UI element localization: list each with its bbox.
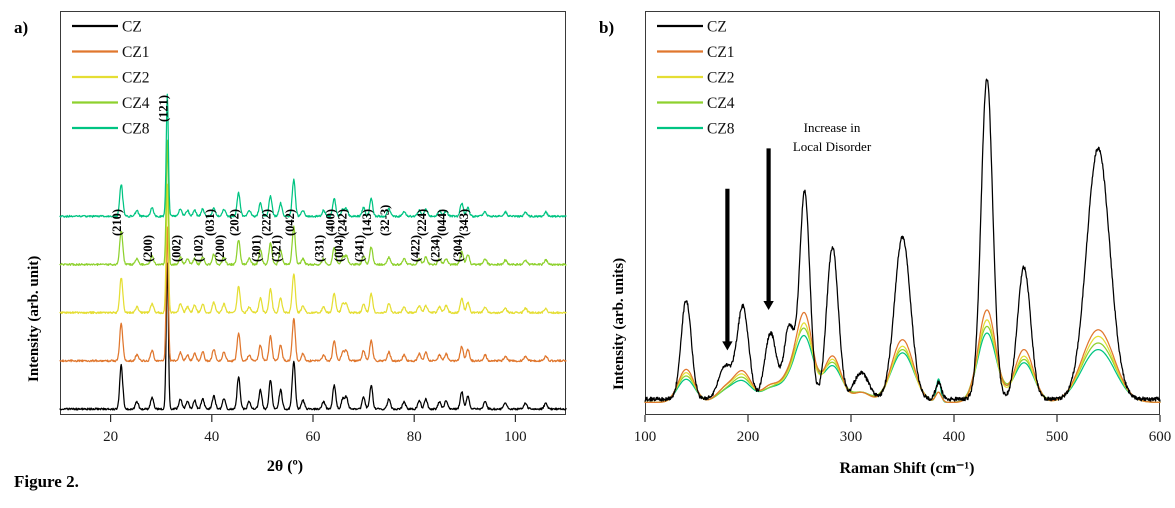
raman-trace-CZ8 bbox=[644, 332, 1161, 404]
panel-b-plot-frame bbox=[645, 11, 1160, 415]
xrd-peak-label: (102) bbox=[192, 235, 206, 262]
xrd-peak-label: (121) bbox=[156, 95, 170, 122]
legend-label-CZ4: CZ4 bbox=[122, 95, 150, 112]
xrd-trace-CZ1 bbox=[59, 226, 567, 363]
panel-a-xtick: 60 bbox=[306, 429, 321, 445]
disorder-annotation-line2: Local Disorder bbox=[793, 139, 872, 154]
raman-trace-CZ4 bbox=[644, 325, 1161, 404]
xrd-peak-label: (222) bbox=[260, 209, 274, 236]
panel-a-xtick: 80 bbox=[407, 429, 422, 445]
xrd-peak-label: (321) bbox=[270, 235, 284, 262]
xrd-peak-label: (422) bbox=[408, 235, 422, 262]
legend-label-CZ8: CZ8 bbox=[122, 121, 150, 138]
disorder-arrow-2 bbox=[763, 148, 774, 310]
disorder-arrow-1 bbox=[722, 188, 733, 351]
raman-trace-CZ2 bbox=[644, 319, 1161, 404]
legend-label-CZ1: CZ1 bbox=[122, 44, 150, 61]
xrd-trace-CZ bbox=[59, 262, 567, 411]
xrd-peak-label: (143) bbox=[360, 209, 374, 236]
panel-b-xtick: 100 bbox=[634, 429, 657, 445]
panel-b-xtick: 500 bbox=[1046, 429, 1069, 445]
xrd-peak-label: (301) bbox=[249, 235, 263, 262]
legend-label-CZ: CZ bbox=[122, 19, 142, 36]
xrd-peak-label: (224) bbox=[415, 209, 429, 236]
xrd-peak-label: (210) bbox=[110, 209, 124, 236]
xrd-peak-label: (331) bbox=[313, 235, 327, 262]
panel-b-xtick: 200 bbox=[737, 429, 760, 445]
panel-b-xlabel: Raman Shift (cm⁻¹) bbox=[839, 460, 975, 477]
panel-b-xtick: 400 bbox=[943, 429, 966, 445]
xrd-peak-label: (002) bbox=[169, 235, 183, 262]
xrd-peak-label: (042) bbox=[283, 209, 297, 236]
legend-label-CZ2: CZ2 bbox=[707, 70, 735, 87]
xrd-peak-label: (304) bbox=[451, 235, 465, 262]
panel-b-raman: b) Intensity (arb. units) Raman Shift (c… bbox=[587, 0, 1175, 508]
panel-b-letter: b) bbox=[599, 18, 615, 37]
panel-b-canvas: 100 200 300 400 500 600 Increase in Local Disor… bbox=[634, 19, 1172, 446]
panel-a-xtick: 40 bbox=[204, 429, 219, 445]
xrd-peak-label: (004) bbox=[332, 235, 346, 262]
xrd-trace-CZ8 bbox=[59, 93, 567, 218]
raman-trace-CZ1 bbox=[644, 309, 1161, 404]
xrd-peak-label: (32-3) bbox=[378, 205, 392, 236]
panel-a-xtick: 100 bbox=[504, 429, 527, 445]
panel-a-xrd: a) Intensity (arb. unit) 2θ (º) 20 40 60 80… bbox=[14, 11, 567, 475]
xrd-peak-label: (400) bbox=[323, 209, 337, 236]
xrd-peak-label: (341) bbox=[353, 235, 367, 262]
xrd-peak-label: (031) bbox=[203, 209, 217, 236]
xrd-peak-label: (234) bbox=[429, 235, 443, 262]
xrd-peak-label: (343) bbox=[457, 209, 471, 236]
xrd-peak-label: (202) bbox=[228, 209, 242, 236]
legend-label-CZ4: CZ4 bbox=[707, 95, 735, 112]
panel-a-letter: a) bbox=[14, 18, 29, 37]
panel-b-xtick: 600 bbox=[1149, 429, 1172, 445]
panel-a-plot-frame bbox=[60, 11, 566, 415]
panel-a-xlabel: 2θ (º) bbox=[266, 458, 304, 475]
legend-label-CZ2: CZ2 bbox=[122, 70, 150, 87]
disorder-annotation-line1: Increase in bbox=[804, 120, 861, 135]
legend-label-CZ: CZ bbox=[707, 19, 727, 36]
figure-caption: Figure 2. bbox=[14, 472, 79, 491]
panel-a-canvas: 20 40 60 80 100 (210) (200) (121) (002) (102)(031… bbox=[59, 19, 567, 445]
panel-b-xtick: 300 bbox=[840, 429, 863, 445]
xrd-peak-label: (044) bbox=[435, 209, 449, 236]
legend-label-CZ1: CZ1 bbox=[707, 44, 735, 61]
legend-label-CZ8: CZ8 bbox=[707, 121, 735, 138]
xrd-peak-label: (242) bbox=[335, 209, 349, 236]
xrd-trace-CZ4 bbox=[59, 139, 567, 267]
raman-trace-CZ bbox=[644, 78, 1161, 402]
xrd-peak-label: (200) bbox=[213, 235, 227, 262]
xrd-peak-label: (200) bbox=[141, 235, 155, 262]
xrd-trace-CZ2 bbox=[59, 183, 567, 315]
panel-a-xtick: 20 bbox=[103, 429, 118, 445]
